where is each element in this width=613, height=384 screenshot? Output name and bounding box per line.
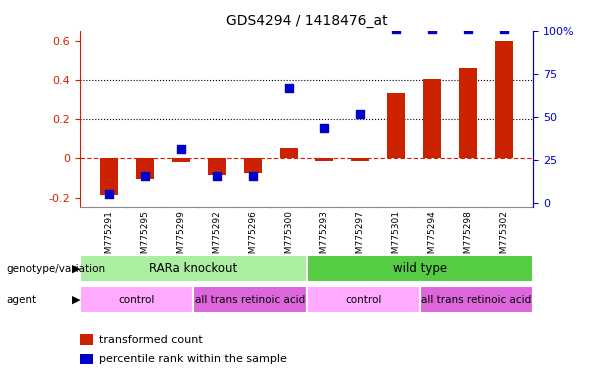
Text: percentile rank within the sample: percentile rank within the sample xyxy=(99,354,287,364)
Bar xyxy=(208,158,226,175)
Text: transformed count: transformed count xyxy=(99,335,203,345)
Point xyxy=(427,26,437,32)
Bar xyxy=(172,158,190,162)
Text: ▶: ▶ xyxy=(72,295,81,305)
Text: control: control xyxy=(118,295,154,305)
Bar xyxy=(459,68,477,158)
Point xyxy=(212,173,222,179)
Bar xyxy=(280,149,297,158)
Text: genotype/variation: genotype/variation xyxy=(6,264,105,274)
Text: control: control xyxy=(345,295,381,305)
Bar xyxy=(351,158,369,161)
Point xyxy=(284,84,294,91)
Point xyxy=(356,111,365,117)
Bar xyxy=(316,158,333,161)
Bar xyxy=(387,93,405,158)
Bar xyxy=(136,158,154,179)
Point xyxy=(391,26,401,32)
Point xyxy=(319,125,329,131)
Text: agent: agent xyxy=(6,295,36,305)
Text: ▶: ▶ xyxy=(72,264,81,274)
Point xyxy=(176,146,186,152)
Point xyxy=(248,173,257,179)
Text: wild type: wild type xyxy=(393,262,447,275)
Title: GDS4294 / 1418476_at: GDS4294 / 1418476_at xyxy=(226,14,387,28)
Bar xyxy=(244,158,262,173)
Point xyxy=(104,190,114,197)
Bar xyxy=(101,158,118,195)
Bar xyxy=(495,41,512,158)
Point xyxy=(140,173,150,179)
Text: RARa knockout: RARa knockout xyxy=(149,262,237,275)
Point xyxy=(499,26,509,32)
Text: all trans retinoic acid: all trans retinoic acid xyxy=(422,295,531,305)
Text: all trans retinoic acid: all trans retinoic acid xyxy=(195,295,305,305)
Bar xyxy=(423,79,441,158)
Point xyxy=(463,26,473,32)
